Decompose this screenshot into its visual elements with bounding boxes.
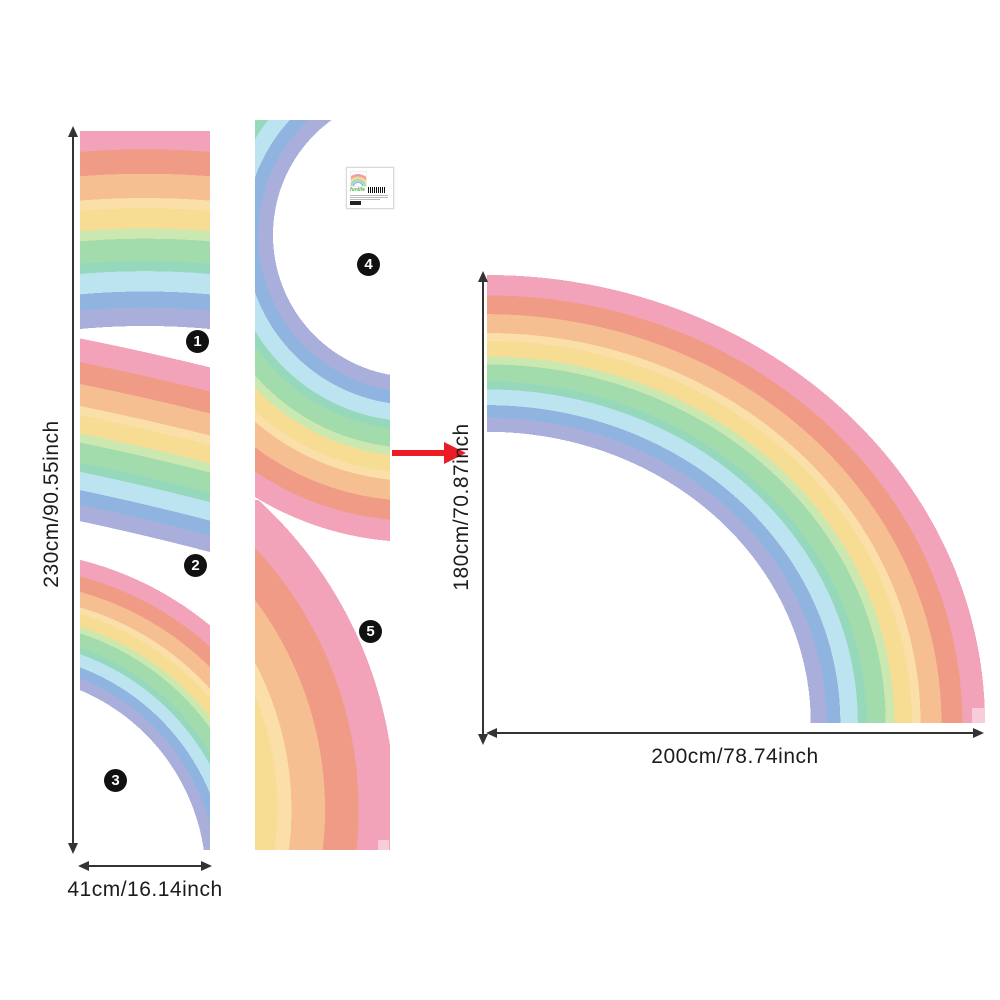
assembled-width-dimension-line xyxy=(494,732,976,734)
assembly-arrow-icon xyxy=(444,442,466,464)
piece-3-rainbow-bands xyxy=(80,560,210,850)
assembled-rainbow xyxy=(487,275,985,723)
arrowhead-left-icon xyxy=(78,861,89,871)
assembled-rainbow-bands xyxy=(487,275,985,723)
label-brand-text: funlife xyxy=(350,187,365,193)
piece-number-badge-3: 3 xyxy=(104,769,127,792)
arrowhead-right-icon xyxy=(973,728,984,738)
arrowhead-down-icon xyxy=(478,734,488,745)
assembly-arrow-shaft xyxy=(392,450,446,456)
product-label: funlife xyxy=(346,167,394,209)
label-rainbow-thumbnail-art xyxy=(351,172,366,186)
assembled-height-dimension-line xyxy=(482,279,484,737)
label-text-line xyxy=(350,197,388,198)
decal-piece-2 xyxy=(80,338,210,563)
decal-piece-5 xyxy=(255,500,390,850)
arrowhead-right-icon xyxy=(201,861,212,871)
strip-width-label: 41cm/16.14inch xyxy=(67,878,223,901)
label-black-bar xyxy=(350,201,361,205)
piece-number-badge-5: 5 xyxy=(359,620,382,643)
label-barcode xyxy=(368,187,385,193)
arrowhead-down-icon xyxy=(68,843,78,854)
piece-1-rainbow-bands xyxy=(80,131,210,331)
strip-height-label: 230cm/90.55inch xyxy=(40,420,63,588)
strip-width-dimension-line xyxy=(86,865,204,867)
strip-height-dimension-line xyxy=(72,134,74,846)
piece-number-badge-1: 1 xyxy=(186,330,209,353)
piece-number-badge-2: 2 xyxy=(184,554,207,577)
arrowhead-up-icon xyxy=(68,126,78,137)
piece-5-rainbow-bands xyxy=(255,500,390,850)
piece-2-rainbow-bands xyxy=(80,338,210,563)
assembled-height-label: 180cm/70.87inch xyxy=(450,423,473,591)
assembled-width-label: 200cm/78.74inch xyxy=(651,745,819,768)
label-text-line xyxy=(350,199,380,200)
label-rainbow-thumbnail xyxy=(350,171,367,187)
assembled-corner-tab xyxy=(972,708,985,723)
label-text-line xyxy=(350,195,388,196)
decal-piece-3 xyxy=(80,560,210,850)
strip2-corner-tab xyxy=(378,840,389,850)
arrowhead-left-icon xyxy=(486,728,497,738)
piece-number-badge-4: 4 xyxy=(357,253,380,276)
arrowhead-up-icon xyxy=(478,271,488,282)
decal-piece-1 xyxy=(80,131,210,331)
